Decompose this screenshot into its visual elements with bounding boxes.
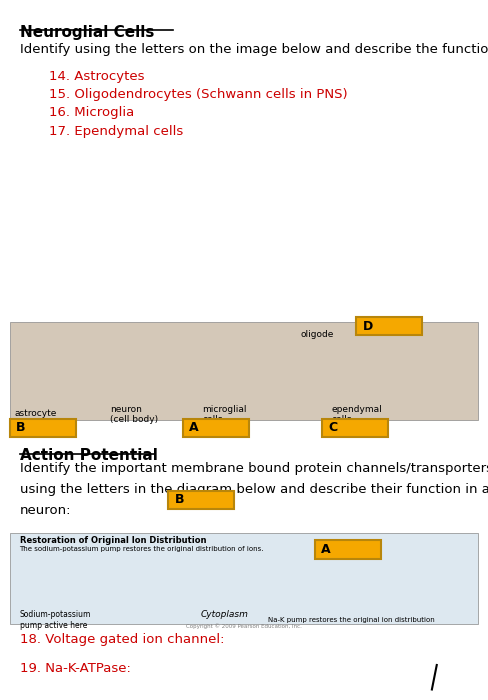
FancyBboxPatch shape xyxy=(10,533,478,624)
Text: Identify the important membrane bound protein channels/transporters: Identify the important membrane bound pr… xyxy=(20,462,488,475)
Text: B: B xyxy=(175,494,184,506)
Text: Na-K pump restores the original ion distribution: Na-K pump restores the original ion dist… xyxy=(268,617,435,624)
Text: neuron:: neuron: xyxy=(20,504,71,517)
Text: Sodium-potassium
pump active here: Sodium-potassium pump active here xyxy=(20,610,91,630)
Text: B: B xyxy=(16,421,25,434)
Text: A: A xyxy=(321,543,331,556)
Text: A: A xyxy=(189,421,199,434)
Text: 17. Ependymal cells: 17. Ependymal cells xyxy=(49,125,183,138)
FancyBboxPatch shape xyxy=(10,322,478,420)
Text: D: D xyxy=(363,320,373,332)
FancyBboxPatch shape xyxy=(168,491,234,509)
Text: Restoration of Original Ion Distribution: Restoration of Original Ion Distribution xyxy=(20,536,206,545)
Text: Identify using the letters on the image below and describe the function.: Identify using the letters on the image … xyxy=(20,43,488,57)
Text: Copyright © 2009 Pearson Education, Inc.: Copyright © 2009 Pearson Education, Inc. xyxy=(186,623,302,629)
FancyBboxPatch shape xyxy=(315,540,381,559)
Text: 16. Microglia: 16. Microglia xyxy=(49,106,134,120)
Text: microglial
cells: microglial cells xyxy=(203,405,247,424)
Text: 14. Astrocytes: 14. Astrocytes xyxy=(49,70,144,83)
Text: C: C xyxy=(328,421,338,434)
FancyBboxPatch shape xyxy=(356,317,422,335)
Text: Action Potential: Action Potential xyxy=(20,448,158,463)
Text: using the letters in the diagram below and describe their function in a: using the letters in the diagram below a… xyxy=(20,483,488,496)
Text: Cytoplasm: Cytoplasm xyxy=(201,610,248,620)
FancyBboxPatch shape xyxy=(322,419,388,437)
Text: ependymal
cells: ependymal cells xyxy=(332,405,383,424)
Text: The sodium-potassium pump restores the original distribution of ions.: The sodium-potassium pump restores the o… xyxy=(20,546,264,552)
Text: neuron
(cell body): neuron (cell body) xyxy=(110,405,158,424)
FancyBboxPatch shape xyxy=(183,419,249,437)
Text: oligode: oligode xyxy=(300,330,333,340)
FancyBboxPatch shape xyxy=(10,419,76,437)
Text: Neuroglial Cells: Neuroglial Cells xyxy=(20,25,154,39)
Text: 15. Oligodendrocytes (Schwann cells in PNS): 15. Oligodendrocytes (Schwann cells in P… xyxy=(49,88,347,102)
Text: 19. Na-K-ATPase:: 19. Na-K-ATPase: xyxy=(20,662,130,675)
Text: astrocyte: astrocyte xyxy=(15,410,57,419)
Text: 18. Voltage gated ion channel:: 18. Voltage gated ion channel: xyxy=(20,634,224,647)
